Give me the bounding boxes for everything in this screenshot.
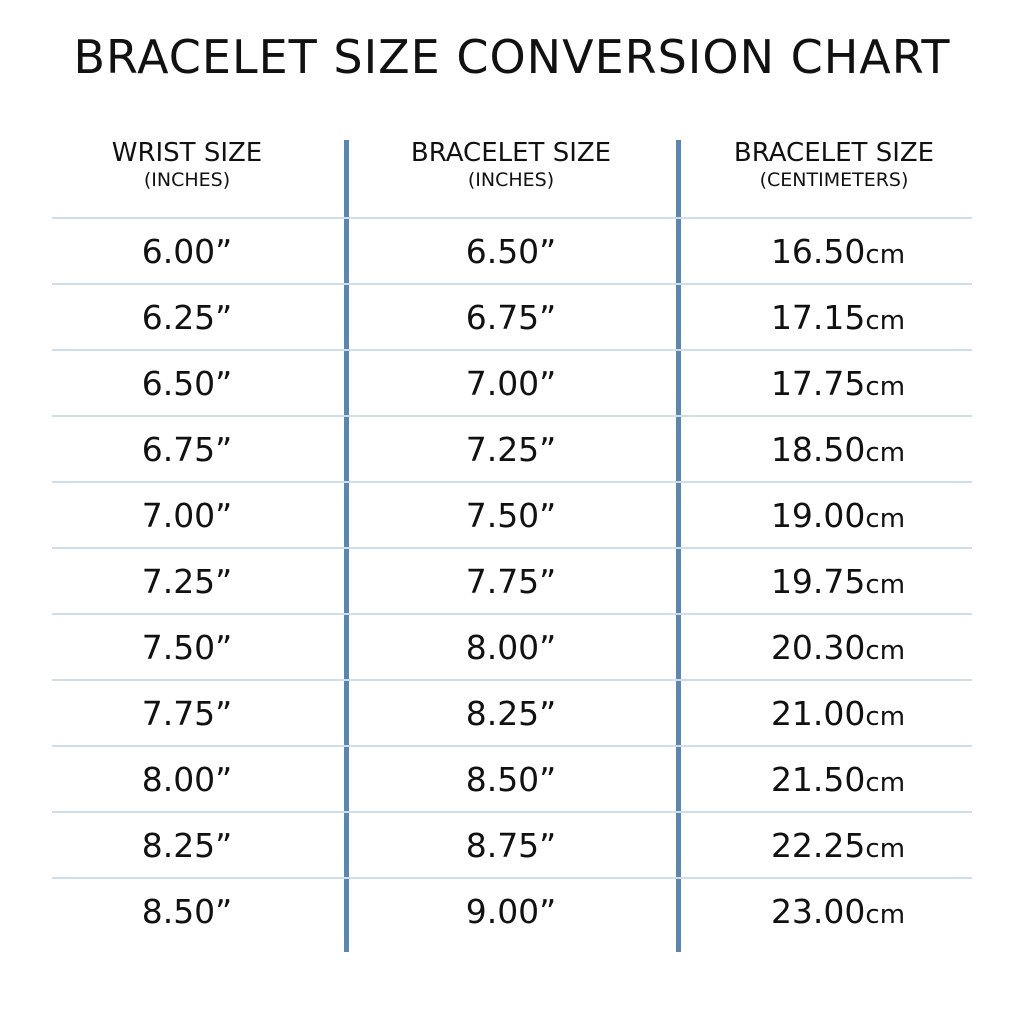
wrist-size-cell: 7.75” <box>141 694 233 733</box>
cm-unit: cm <box>865 834 906 864</box>
wrist-size-cell: 8.00” <box>141 760 233 799</box>
cm-unit: cm <box>865 636 906 666</box>
cm-value: 19.00 <box>770 496 866 535</box>
cm-unit: cm <box>865 570 906 600</box>
bracelet-cm-cell: 19.00cm <box>688 483 988 549</box>
wrist-size-cell: 6.00” <box>141 232 233 271</box>
column-divider <box>676 140 681 952</box>
wrist-size-cell: 7.00” <box>141 496 233 535</box>
header-label: BRACELET SIZE <box>733 138 935 168</box>
bracelet-cm-cell: 18.50cm <box>688 417 988 483</box>
bracelet-cm-cell: 21.00cm <box>688 681 988 747</box>
cm-value: 23.00 <box>770 892 866 931</box>
row-line <box>52 217 972 219</box>
cm-unit: cm <box>865 900 906 930</box>
cm-value: 20.30 <box>770 628 866 667</box>
cm-unit: cm <box>865 372 906 402</box>
bracelet-inches-cell: 7.25” <box>465 430 557 469</box>
row-line <box>52 415 972 417</box>
cm-value: 17.75 <box>770 364 866 403</box>
cm-value: 17.15 <box>770 298 866 337</box>
bracelet-inches-cell: 6.75” <box>465 298 557 337</box>
bracelet-inches-cell: 7.50” <box>465 496 557 535</box>
bracelet-inches-cell: 8.50” <box>465 760 557 799</box>
column-header-wrist: WRIST SIZE (INCHES) <box>37 138 337 192</box>
header-unit: (INCHES) <box>467 169 555 191</box>
cm-value: 16.50 <box>770 232 866 271</box>
wrist-size-cell: 6.50” <box>141 364 233 403</box>
cm-value: 21.00 <box>770 694 866 733</box>
row-line <box>52 679 972 681</box>
row-line <box>52 349 972 351</box>
cm-value: 22.25 <box>770 826 866 865</box>
row-line <box>52 877 972 879</box>
header-label: BRACELET SIZE <box>410 138 612 168</box>
bracelet-inches-cell: 9.00” <box>465 892 557 931</box>
cm-unit: cm <box>865 306 906 336</box>
column-divider <box>344 140 349 952</box>
bracelet-inches-cell: 7.00” <box>465 364 557 403</box>
bracelet-cm-cell: 17.75cm <box>688 351 988 417</box>
column-header-bracelet-in: BRACELET SIZE (INCHES) <box>361 138 661 192</box>
wrist-size-cell: 6.25” <box>141 298 233 337</box>
cm-unit: cm <box>865 504 906 534</box>
cm-unit: cm <box>865 702 906 732</box>
wrist-size-cell: 8.25” <box>141 826 233 865</box>
bracelet-cm-cell: 20.30cm <box>688 615 988 681</box>
bracelet-cm-cell: 16.50cm <box>688 219 988 285</box>
bracelet-cm-cell: 19.75cm <box>688 549 988 615</box>
header-unit: (CENTIMETERS) <box>759 169 909 191</box>
column-header-bracelet-cm: BRACELET SIZE (CENTIMETERS) <box>684 138 984 192</box>
page-title: BRACELET SIZE CONVERSION CHART <box>73 30 951 84</box>
bracelet-inches-cell: 7.75” <box>465 562 557 601</box>
row-line <box>52 283 972 285</box>
wrist-size-cell: 7.25” <box>141 562 233 601</box>
wrist-size-cell: 8.50” <box>141 892 233 931</box>
row-line <box>52 745 972 747</box>
bracelet-cm-cell: 22.25cm <box>688 813 988 879</box>
bracelet-cm-cell: 21.50cm <box>688 747 988 813</box>
cm-unit: cm <box>865 768 906 798</box>
header-unit: (INCHES) <box>143 169 231 191</box>
row-line <box>52 481 972 483</box>
cm-value: 19.75 <box>770 562 866 601</box>
bracelet-cm-cell: 17.15cm <box>688 285 988 351</box>
bracelet-inches-cell: 8.25” <box>465 694 557 733</box>
bracelet-inches-cell: 8.00” <box>465 628 557 667</box>
row-line <box>52 547 972 549</box>
cm-value: 21.50 <box>770 760 866 799</box>
bracelet-inches-cell: 6.50” <box>465 232 557 271</box>
row-line <box>52 613 972 615</box>
cm-value: 18.50 <box>770 430 866 469</box>
bracelet-cm-cell: 23.00cm <box>688 879 988 945</box>
wrist-size-cell: 7.50” <box>141 628 233 667</box>
row-line <box>52 811 972 813</box>
header-label: WRIST SIZE <box>111 138 263 168</box>
wrist-size-cell: 6.75” <box>141 430 233 469</box>
bracelet-inches-cell: 8.75” <box>465 826 557 865</box>
cm-unit: cm <box>865 438 906 468</box>
cm-unit: cm <box>865 240 906 270</box>
